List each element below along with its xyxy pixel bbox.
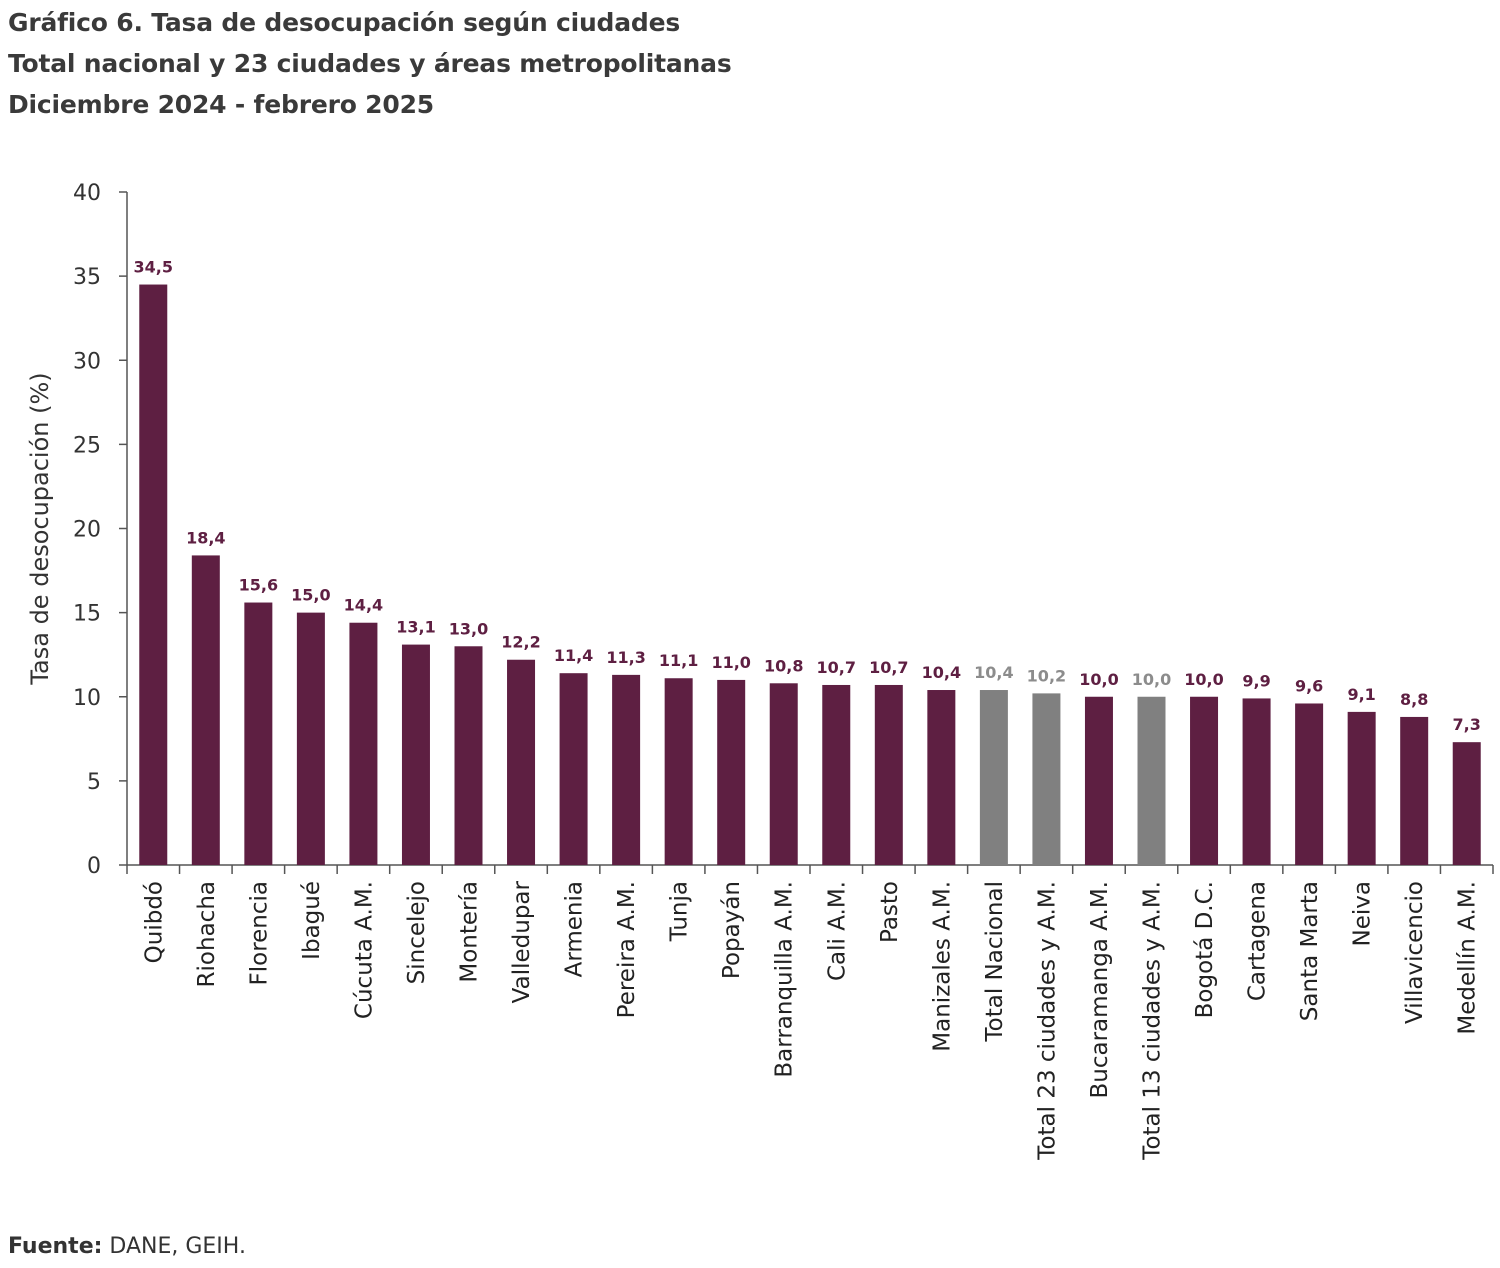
bar [1295, 703, 1324, 865]
bar [1242, 698, 1271, 865]
y-tick-label: 20 [73, 518, 101, 543]
x-tick-label: Santa Marta [1297, 881, 1323, 1021]
x-tick-label: Valledupar [509, 880, 535, 1003]
bar [1137, 696, 1166, 865]
x-tick-label: Bucaramanga A.M. [1087, 881, 1113, 1099]
data-label: 10,0 [1079, 670, 1118, 689]
chart-subtitle: Total nacional y 23 ciudades y áreas met… [8, 49, 732, 78]
bar [401, 644, 430, 865]
data-label: 15,6 [239, 576, 278, 595]
bar [559, 673, 588, 865]
y-tick-label: 35 [73, 265, 101, 290]
bar [874, 684, 903, 865]
data-label: 11,4 [554, 646, 593, 665]
data-label: 34,5 [134, 258, 173, 277]
bar [454, 646, 483, 865]
data-label: 9,9 [1242, 671, 1270, 690]
bar [191, 555, 220, 865]
bar [244, 602, 273, 865]
bar [612, 674, 641, 865]
x-tick-label: Cali A.M. [824, 881, 850, 981]
data-label: 9,6 [1295, 676, 1323, 695]
data-label: 10,4 [922, 663, 961, 682]
bar [139, 284, 168, 866]
data-label: 11,1 [659, 651, 698, 670]
x-tick-label: Popayán [719, 881, 745, 979]
data-label: 10,7 [817, 658, 856, 677]
data-label: 7,3 [1453, 715, 1481, 734]
data-label: 11,3 [606, 648, 645, 667]
data-label: 13,0 [449, 619, 488, 638]
data-label: 10,4 [974, 663, 1013, 682]
bar [1190, 696, 1219, 865]
y-tick-label: 15 [73, 602, 101, 627]
y-tick-label: 0 [87, 854, 101, 879]
x-tick-label: Total Nacional [982, 881, 1008, 1043]
x-tick-label: Neiva [1350, 881, 1376, 946]
chart-title-block: Gráfico 6. Tasa de desocupación según ci… [8, 2, 732, 125]
bar [1347, 711, 1376, 865]
x-tick-label: Total 13 ciudades y A.M. [1140, 881, 1166, 1161]
x-tick-label: Villavicencio [1402, 881, 1428, 1024]
x-tick-label: Bogotá D.C. [1192, 881, 1218, 1018]
y-tick-label: 5 [87, 770, 101, 795]
bar [1400, 716, 1429, 865]
bar [1452, 742, 1481, 865]
data-label: 12,2 [501, 633, 540, 652]
x-tick-label: Total 23 ciudades y A.M. [1034, 881, 1060, 1161]
x-tick-label: Barranquilla A.M. [772, 881, 798, 1078]
x-tick-label: Pereira A.M. [614, 881, 640, 1018]
data-label: 10,0 [1132, 670, 1171, 689]
source-label: Fuente: [8, 1234, 103, 1259]
bar [979, 690, 1008, 865]
data-label: 10,8 [764, 656, 803, 675]
bar [1032, 693, 1061, 865]
data-label: 13,1 [396, 618, 435, 637]
x-tick-label: Riohacha [194, 881, 220, 987]
x-tick-label: Armenia [562, 881, 588, 977]
x-tick-label: Pasto [877, 881, 903, 943]
source-note: Fuente: DANE, GEIH. [8, 1234, 246, 1259]
x-tick-label: Tunja [667, 881, 693, 942]
chart-title: Gráfico 6. Tasa de desocupación según ci… [8, 8, 681, 37]
bar [296, 612, 325, 865]
bar [664, 678, 693, 865]
bar [717, 679, 746, 865]
data-label: 10,2 [1027, 666, 1066, 685]
x-tick-label: Manizales A.M. [929, 881, 955, 1052]
x-tick-label: Montería [457, 881, 483, 983]
bar [1084, 696, 1113, 865]
x-tick-label: Ibagué [299, 881, 325, 960]
bar [349, 622, 378, 865]
bar [822, 684, 851, 865]
y-tick-label: 25 [73, 433, 101, 458]
y-tick-label: 40 [73, 181, 101, 206]
data-label: 18,4 [186, 528, 225, 547]
y-tick-label: 30 [73, 349, 101, 374]
y-tick-label: 10 [73, 686, 101, 711]
data-label: 8,8 [1400, 690, 1428, 709]
x-tick-label: Quibdó [141, 881, 167, 963]
source-text: DANE, GEIH. [102, 1234, 246, 1259]
data-label: 11,0 [711, 653, 750, 672]
bar [927, 690, 956, 865]
chart-period: Diciembre 2024 - febrero 2025 [8, 90, 434, 119]
bar [507, 659, 536, 865]
x-tick-label: Medellín A.M. [1455, 881, 1481, 1035]
data-label: 9,1 [1347, 685, 1375, 704]
x-tick-label: Sincelejo [404, 881, 430, 984]
data-label: 10,7 [869, 658, 908, 677]
y-axis-title: Tasa de desocupación (%) [26, 372, 54, 685]
data-label: 10,0 [1184, 670, 1223, 689]
bar [769, 683, 798, 865]
x-tick-label: Cartagena [1245, 881, 1271, 1001]
data-label: 15,0 [291, 586, 330, 605]
x-tick-label: Florencia [246, 881, 272, 986]
data-label: 14,4 [344, 596, 383, 615]
x-tick-label: Cúcuta A.M. [351, 881, 377, 1019]
